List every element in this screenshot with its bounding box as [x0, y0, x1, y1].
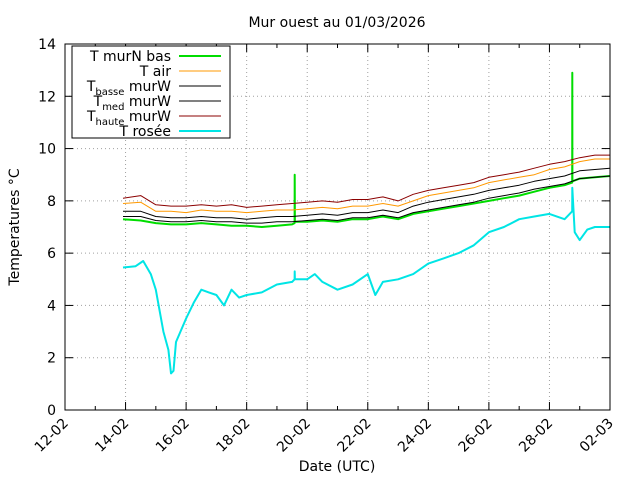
y-tick-label: 0: [47, 403, 56, 419]
x-tick-label: 02-03: [577, 416, 617, 456]
x-tick-label: 26-02: [456, 416, 496, 456]
x-axis-label: Date (UTC): [299, 459, 376, 475]
series-line-5: [122, 154, 610, 208]
legend-label: Tmed murW: [93, 94, 172, 113]
y-tick-label: 6: [47, 246, 56, 262]
x-tick-label: 24-02: [395, 416, 435, 456]
series-lines: [122, 71, 611, 375]
series-line-3: [123, 175, 611, 224]
y-tick-label: 2: [47, 351, 56, 367]
series-line-2: [122, 158, 610, 214]
y-axis-label: Temperatures °C: [7, 168, 23, 286]
x-tick-label: 14-02: [92, 416, 132, 456]
x-tick-label: 22-02: [335, 416, 375, 456]
x-tick-label: 18-02: [213, 416, 253, 456]
series-line-6: [122, 186, 610, 375]
legend-label: T air: [139, 64, 171, 80]
x-tick-label: 16-02: [153, 416, 193, 456]
legend-label: Tbasse murW: [86, 79, 171, 98]
y-tick-label: 10: [38, 142, 56, 158]
y-tick-label: 14: [38, 37, 56, 53]
legend-label: T rosée: [118, 124, 171, 140]
y-tick-label: 8: [47, 194, 56, 210]
x-tick-label: 28-02: [516, 416, 556, 456]
series-line-4: [123, 167, 611, 220]
y-tick-label: 4: [47, 298, 56, 314]
legend-box: [71, 45, 231, 139]
x-tick-label: 20-02: [274, 416, 314, 456]
x-tick-label: 12-02: [32, 416, 72, 456]
series-line-1: [122, 71, 611, 228]
y-tick-label: 12: [38, 89, 56, 105]
chart-title: Mur ouest au 01/03/2026: [248, 15, 425, 31]
legend-label: T murN bas: [89, 49, 171, 65]
legend-label: Thaute murW: [86, 109, 171, 128]
